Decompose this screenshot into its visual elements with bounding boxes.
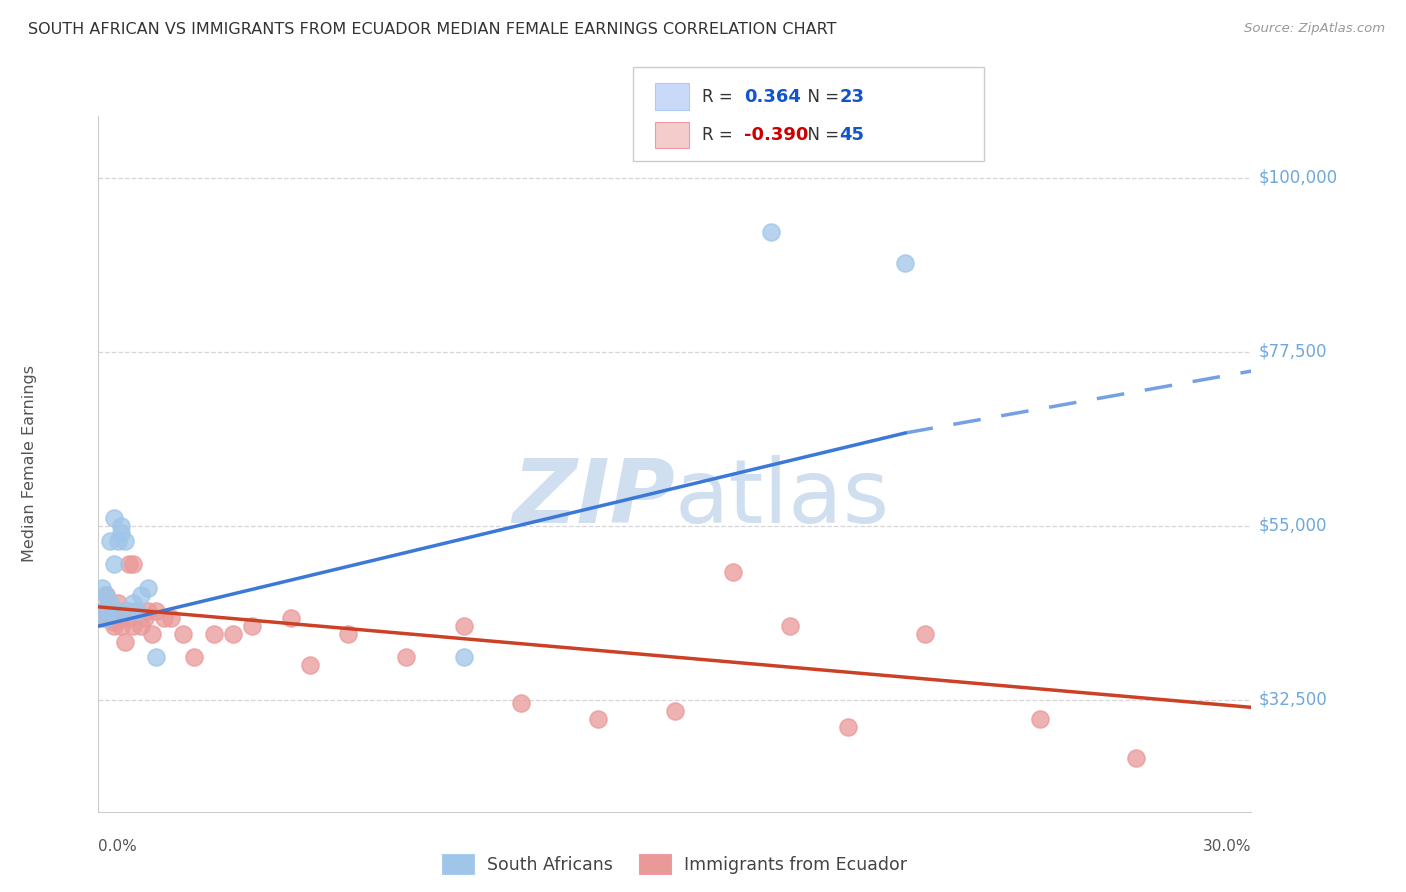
Point [110,526,132,541]
Point [914,627,936,641]
Point [114,604,136,618]
Point [240,619,263,633]
Point [98,604,121,618]
Point [91,581,114,595]
Text: 0.364: 0.364 [744,87,800,106]
Point [122,619,145,633]
Text: R =: R = [702,126,738,144]
Point [586,712,609,726]
Point [122,558,145,572]
Point [107,534,129,549]
Point [98,611,121,625]
Text: $32,500: $32,500 [1258,690,1327,708]
Point [894,256,917,270]
Point [141,627,163,641]
Point [453,650,475,665]
Point [129,588,152,602]
Point [129,619,152,633]
Text: 0.0%: 0.0% [98,838,138,854]
Text: ZIP: ZIP [512,455,675,542]
Point [91,611,114,625]
Point [94,611,117,625]
Text: 23: 23 [839,87,865,106]
Point [114,634,136,648]
Text: SOUTH AFRICAN VS IMMIGRANTS FROM ECUADOR MEDIAN FEMALE EARNINGS CORRELATION CHAR: SOUTH AFRICAN VS IMMIGRANTS FROM ECUADOR… [28,22,837,37]
Point [183,650,205,665]
Point [114,534,136,549]
Text: 45: 45 [839,126,865,144]
Point [280,611,302,625]
Point [107,596,129,610]
Point [125,604,148,618]
Point [118,558,141,572]
Point [103,615,125,630]
Text: $55,000: $55,000 [1258,516,1327,534]
Point [664,704,686,718]
Point [145,604,167,618]
Point [160,611,183,625]
Point [172,627,194,641]
Point [107,611,129,625]
Text: $100,000: $100,000 [1258,169,1337,186]
Point [110,518,132,533]
Point [94,588,117,602]
Point [98,596,121,610]
Point [118,604,141,618]
Point [145,650,167,665]
Point [125,604,148,618]
Point [222,627,245,641]
Point [94,588,117,602]
Point [759,225,782,239]
Text: atlas: atlas [675,455,890,542]
Point [721,565,744,579]
Point [1125,750,1147,764]
Point [337,627,360,641]
Point [779,619,801,633]
Point [395,650,418,665]
Point [103,511,125,525]
Point [98,604,121,618]
Point [453,619,475,633]
Point [98,534,121,549]
Point [103,619,125,633]
Point [1029,712,1052,726]
Text: N =: N = [797,87,845,106]
Point [138,581,160,595]
Point [298,657,321,672]
Text: Source: ZipAtlas.com: Source: ZipAtlas.com [1244,22,1385,36]
Point [837,720,859,734]
Text: R =: R = [702,87,738,106]
Point [122,596,145,610]
Point [202,627,225,641]
Point [118,611,141,625]
Text: Median Female Earnings: Median Female Earnings [21,366,37,562]
Point [510,697,533,711]
Point [138,604,160,618]
Point [103,558,125,572]
Text: $77,500: $77,500 [1258,343,1327,360]
Point [110,611,132,625]
Point [94,611,117,625]
Text: -0.390: -0.390 [744,126,808,144]
Point [91,604,114,618]
Point [107,604,129,618]
Text: 30.0%: 30.0% [1204,838,1251,854]
Point [152,611,174,625]
Text: N =: N = [797,126,845,144]
Point [91,604,114,618]
Point [134,611,156,625]
Point [110,619,132,633]
Legend: South Africans, Immigrants from Ecuador: South Africans, Immigrants from Ecuador [433,846,917,883]
